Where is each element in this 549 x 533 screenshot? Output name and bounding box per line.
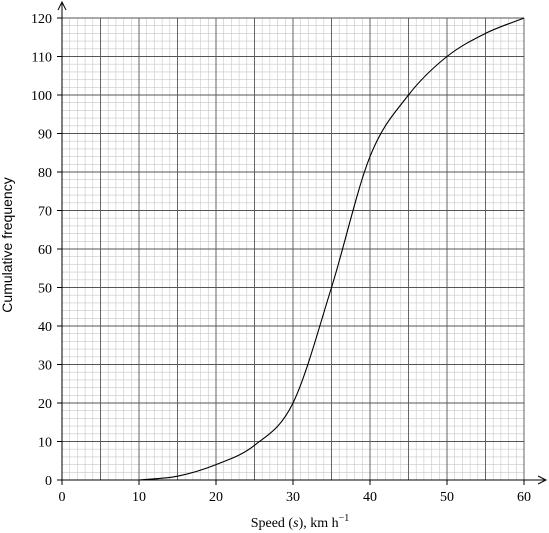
y-tick-label: 80 <box>38 166 52 181</box>
y-tick-label: 50 <box>38 282 52 297</box>
x-axis-label-variable: s <box>293 516 299 531</box>
y-tick-label: 70 <box>38 205 52 220</box>
series-layer <box>138 17 525 481</box>
y-tick-label: 20 <box>38 397 52 412</box>
x-axis-label-units: ), km h <box>299 516 339 531</box>
y-axis-arrow-icon <box>57 0 67 11</box>
y-tick-label: 10 <box>38 436 52 451</box>
x-axis-arrow-icon <box>537 475 548 485</box>
y-tick-label: 0 <box>45 474 52 489</box>
x-tick-labels: 0 10 20 30 40 50 60 <box>59 490 532 505</box>
x-tick-label: 20 <box>209 490 223 505</box>
y-tick-labels: 0 10 20 30 40 50 60 70 80 90 100 110 120 <box>31 12 52 489</box>
axes <box>57 0 548 485</box>
y-tick-label: 60 <box>38 243 52 258</box>
y-tick-label: 110 <box>32 51 52 66</box>
y-tick-label: 30 <box>38 359 52 374</box>
x-tick-label: 60 <box>517 490 531 505</box>
x-axis-label-superscript: −1 <box>339 513 350 524</box>
x-tick-label: 40 <box>363 490 377 505</box>
x-tick-label: 50 <box>440 490 454 505</box>
y-axis-label: Cumulative frequency <box>0 177 15 312</box>
x-tick-label: 0 <box>59 490 66 505</box>
x-tick-label: 10 <box>132 490 146 505</box>
y-tick-label: 100 <box>31 89 52 104</box>
cumulative-frequency-curve <box>138 17 525 481</box>
y-tick-label: 40 <box>38 320 52 335</box>
x-axis-label-prefix: Speed ( <box>251 516 294 531</box>
x-tick-label: 30 <box>286 490 300 505</box>
x-axis-label: Speed (s), km h−1 <box>251 513 350 531</box>
y-tick-label: 120 <box>31 12 52 27</box>
y-tick-label: 90 <box>38 128 52 143</box>
